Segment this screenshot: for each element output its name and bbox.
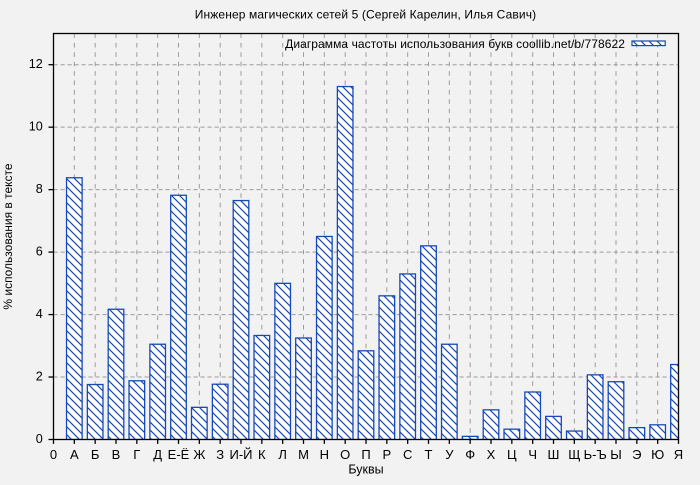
svg-text:Ш: Ш bbox=[548, 447, 560, 462]
svg-text:С: С bbox=[403, 447, 412, 462]
svg-text:Ж: Ж bbox=[193, 447, 205, 462]
svg-text:Диаграмма частоты использовани: Диаграмма частоты использования букв coo… bbox=[285, 37, 625, 51]
svg-text:П: П bbox=[361, 447, 370, 462]
svg-text:Инженер магических сетей 5 (Се: Инженер магических сетей 5 (Сергей Карел… bbox=[195, 8, 536, 22]
svg-text:Буквы: Буквы bbox=[348, 463, 383, 477]
svg-text:Ь-Ъ: Ь-Ъ bbox=[584, 447, 607, 462]
svg-text:Ю: Ю bbox=[651, 447, 664, 462]
svg-text:Я: Я bbox=[674, 447, 683, 462]
svg-text:У: У bbox=[445, 447, 454, 462]
svg-text:З: З bbox=[216, 447, 224, 462]
svg-text:И-Й: И-Й bbox=[229, 447, 252, 462]
svg-text:Ы: Ы bbox=[610, 447, 622, 462]
svg-text:О: О bbox=[340, 447, 350, 462]
svg-text:4: 4 bbox=[36, 307, 43, 321]
svg-text:Щ: Щ bbox=[568, 447, 580, 462]
svg-text:Х: Х bbox=[487, 447, 496, 462]
svg-text:Т: Т bbox=[425, 447, 433, 462]
svg-text:6: 6 bbox=[36, 244, 43, 258]
svg-text:Д: Д bbox=[153, 447, 162, 462]
svg-text:Л: Л bbox=[278, 447, 287, 462]
svg-text:Ц: Ц bbox=[507, 447, 517, 462]
svg-text:0: 0 bbox=[36, 432, 43, 446]
svg-text:2: 2 bbox=[36, 369, 43, 383]
svg-text:8: 8 bbox=[36, 182, 43, 196]
svg-text:К: К bbox=[258, 447, 266, 462]
svg-text:Е-Ё: Е-Ё bbox=[168, 447, 190, 462]
svg-text:Н: Н bbox=[320, 447, 329, 462]
svg-text:10: 10 bbox=[29, 119, 43, 133]
svg-text:М: М bbox=[298, 447, 309, 462]
svg-text:0: 0 bbox=[50, 447, 57, 462]
svg-text:Ч: Ч bbox=[528, 447, 537, 462]
svg-text:Э: Э bbox=[632, 447, 641, 462]
svg-text:Б: Б bbox=[91, 447, 100, 462]
svg-text:В: В bbox=[112, 447, 121, 462]
svg-text:Р: Р bbox=[382, 447, 391, 462]
svg-text:% использования в тексте: % использования в тексте bbox=[1, 163, 15, 309]
svg-text:Г: Г bbox=[133, 447, 140, 462]
svg-text:12: 12 bbox=[29, 57, 43, 71]
svg-text:А: А bbox=[70, 447, 79, 462]
svg-text:Ф: Ф bbox=[465, 447, 475, 462]
